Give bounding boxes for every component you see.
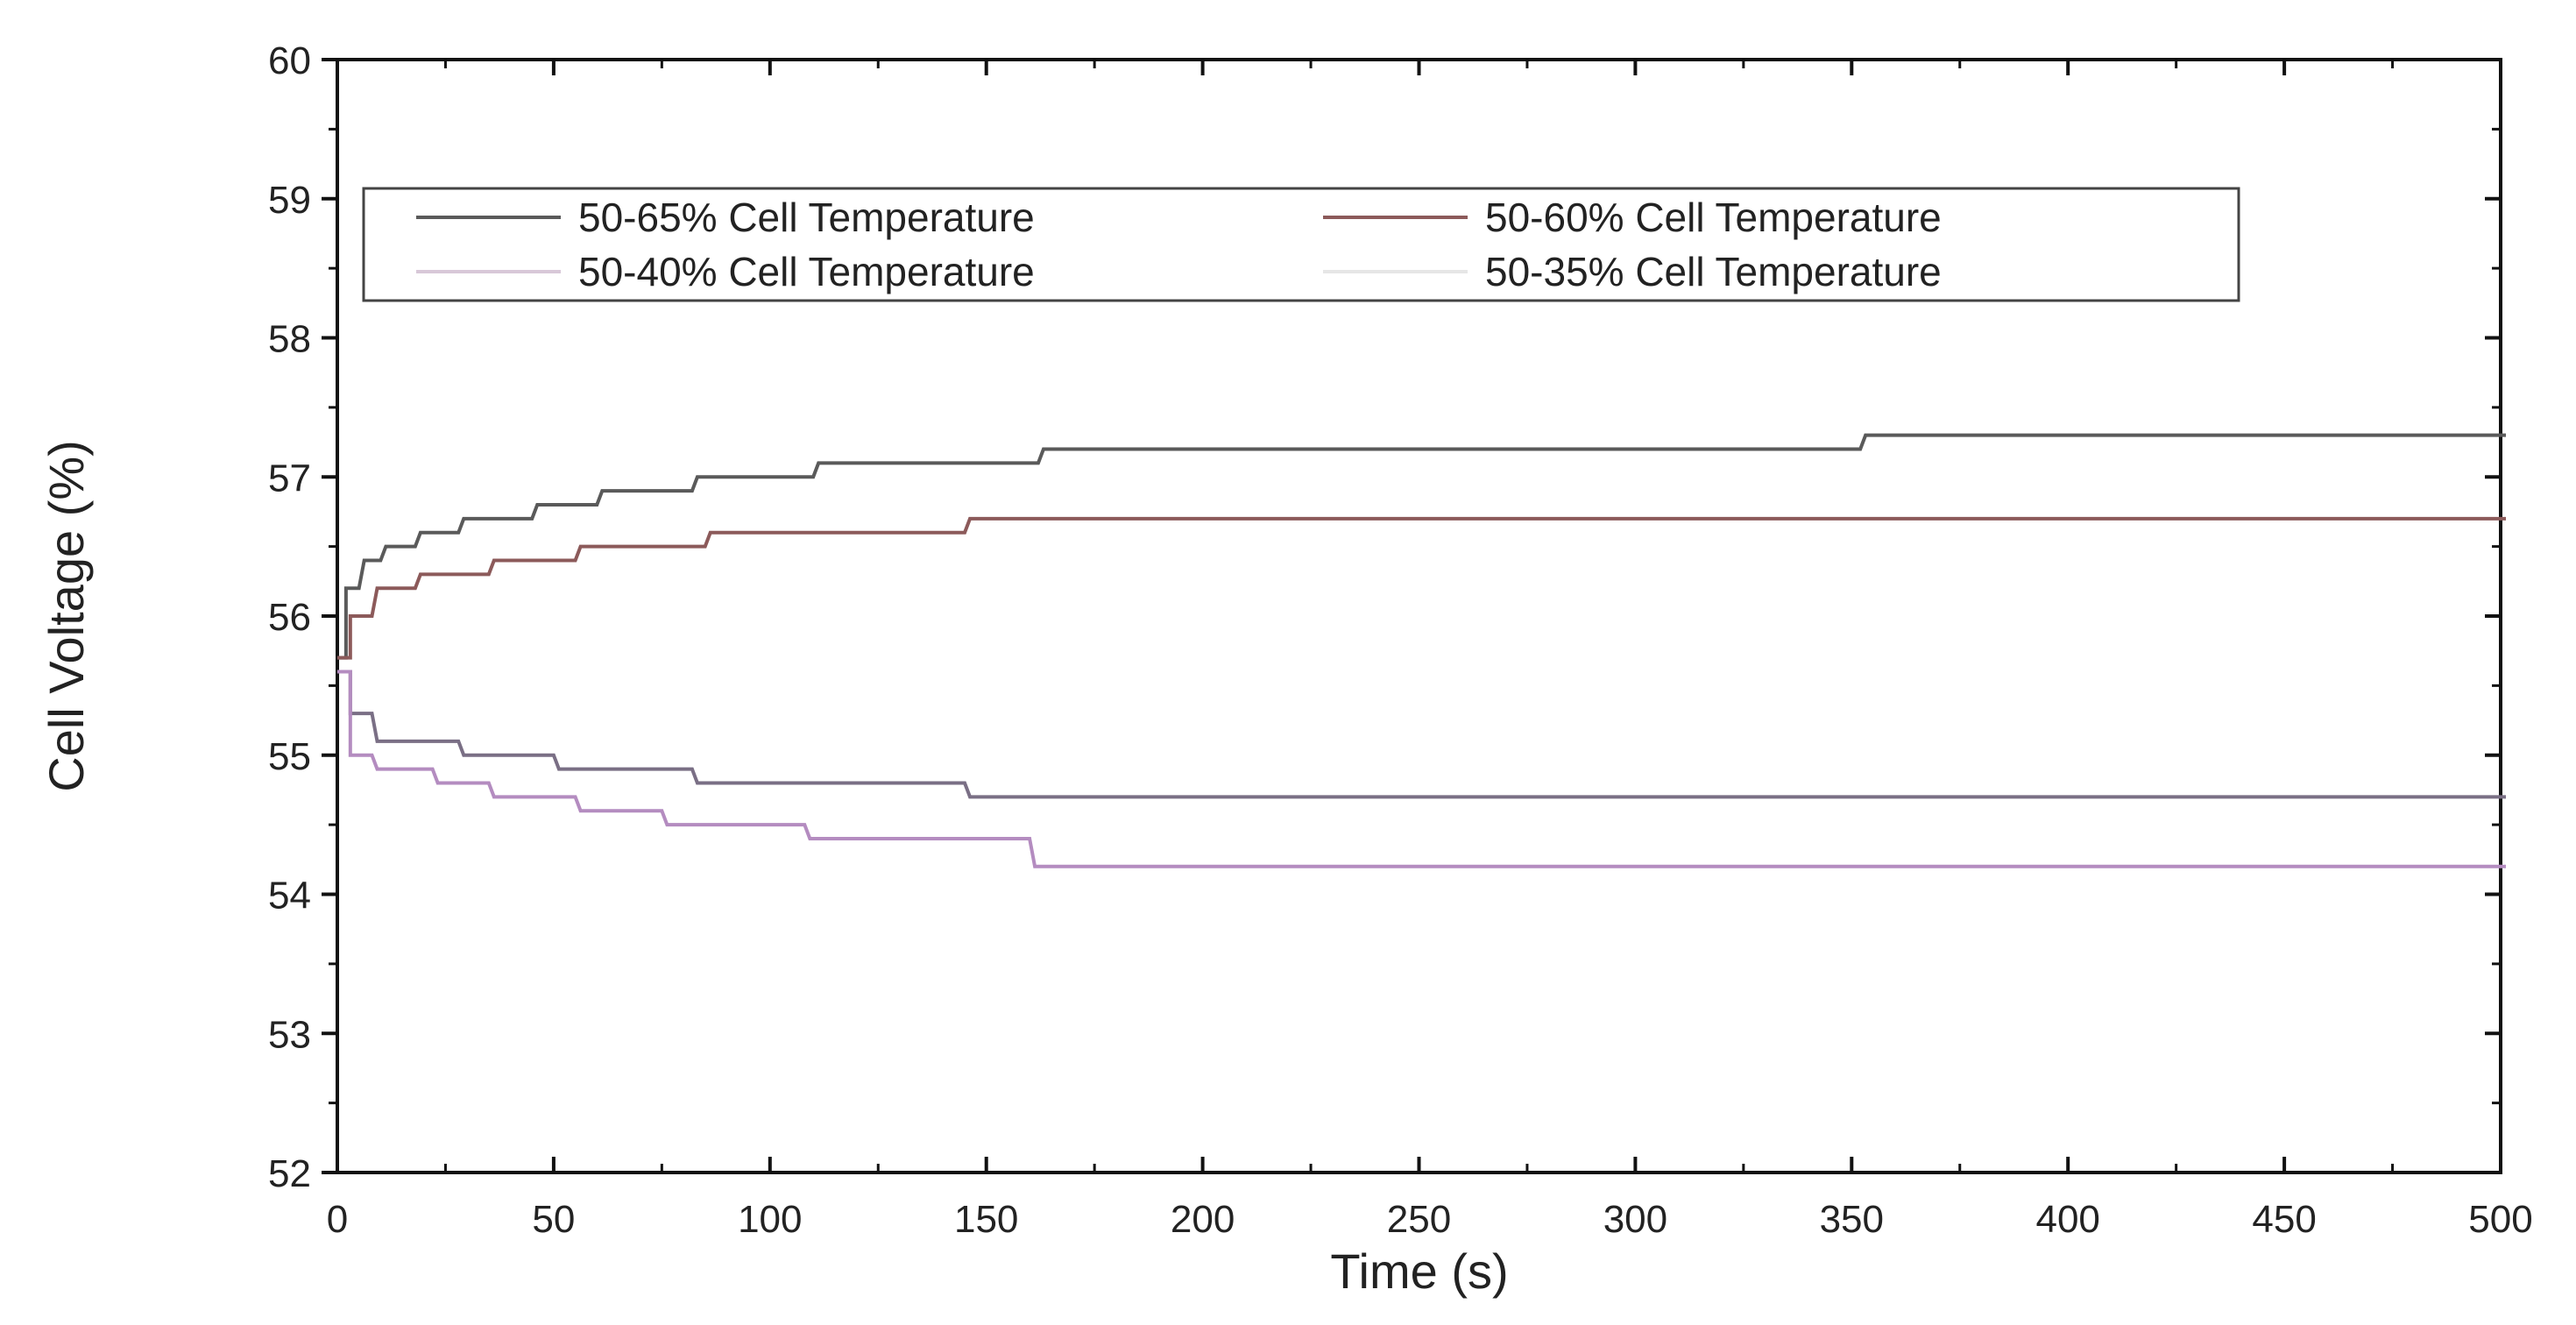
legend-label-35: 50-35% Cell Temperature bbox=[1485, 249, 1942, 294]
x-tick-label: 200 bbox=[1171, 1198, 1235, 1241]
y-tick-label: 57 bbox=[268, 457, 311, 500]
y-axis-tick-labels: 52 53 54 55 56 57 58 59 60 bbox=[268, 39, 311, 1195]
legend: 50-65% Cell Temperature 50-60% Cell Temp… bbox=[362, 187, 2240, 302]
x-axis-title: Time (s) bbox=[1330, 1244, 1508, 1299]
y-tick-label: 58 bbox=[268, 318, 311, 361]
x-axis-ticks bbox=[336, 60, 2502, 1173]
y-tick-label: 59 bbox=[268, 179, 311, 222]
x-tick-label: 150 bbox=[954, 1198, 1018, 1241]
series-line-2 bbox=[337, 670, 2506, 799]
x-axis-tick-labels: 0 50 100 150 200 250 300 350 400 450 500 bbox=[327, 1198, 2533, 1241]
legend-label-60: 50-60% Cell Temperature bbox=[1485, 195, 1942, 240]
legend-label-40: 50-40% Cell Temperature bbox=[578, 249, 1035, 294]
x-tick-label: 350 bbox=[1820, 1198, 1884, 1241]
y-tick-label: 52 bbox=[268, 1152, 311, 1195]
series-line-0 bbox=[337, 433, 2506, 660]
y-tick-label: 60 bbox=[268, 39, 311, 82]
series-line-1 bbox=[337, 516, 2506, 660]
x-tick-label: 400 bbox=[2035, 1198, 2099, 1241]
legend-label-65: 50-65% Cell Temperature bbox=[578, 195, 1035, 240]
y-axis-ticks bbox=[322, 58, 2501, 1174]
x-tick-label: 50 bbox=[532, 1198, 575, 1241]
y-tick-label: 56 bbox=[268, 596, 311, 639]
x-tick-label: 250 bbox=[1387, 1198, 1451, 1241]
y-tick-label: 53 bbox=[268, 1013, 311, 1056]
x-tick-label: 0 bbox=[327, 1198, 348, 1241]
y-tick-label: 55 bbox=[268, 735, 311, 778]
x-tick-label: 300 bbox=[1603, 1198, 1667, 1241]
y-tick-label: 54 bbox=[268, 875, 311, 918]
y-axis-title: Cell Voltage (%) bbox=[39, 440, 94, 792]
series-line-3 bbox=[337, 670, 2506, 868]
x-tick-label: 500 bbox=[2468, 1198, 2532, 1241]
data-series bbox=[337, 433, 2506, 868]
x-tick-label: 100 bbox=[738, 1198, 802, 1241]
x-tick-label: 450 bbox=[2252, 1198, 2316, 1241]
